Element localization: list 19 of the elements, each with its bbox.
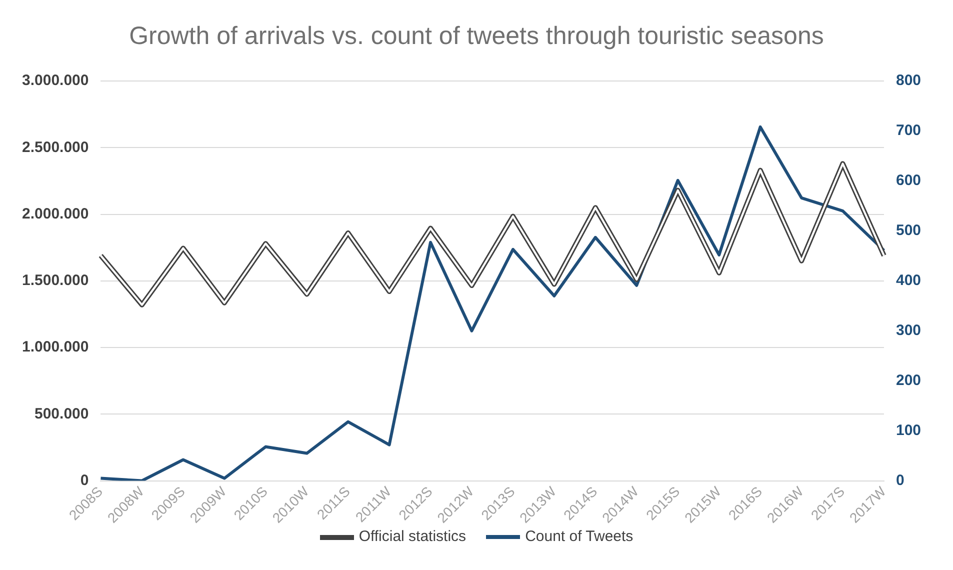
y2-tick-label: 200 [896, 372, 922, 389]
legend-label: Official statistics [358, 528, 466, 545]
y-tick-label: 1.000.000 [22, 338, 89, 356]
y-tick-label: 2.500.000 [22, 138, 89, 156]
y2-tick-label: 400 [896, 272, 922, 290]
y2-tick-label: 300 [896, 322, 922, 339]
y2-tick-label: 800 [896, 72, 922, 90]
y-tick-label: 3.000.000 [22, 72, 89, 90]
y2-tick-label: 500 [896, 222, 922, 240]
y2-tick-label: 100 [896, 422, 922, 439]
y-tick-label: 500.000 [34, 405, 89, 422]
y2-tick-label: 0 [896, 472, 904, 489]
legend-label: Count of Tweets [525, 528, 634, 545]
y-tick-label: 1.500.000 [22, 272, 89, 290]
y2-tick-label: 700 [896, 122, 922, 140]
y-tick-label: 0 [80, 472, 89, 489]
chart-title: Growth of arrivals vs. count of tweets through touristic seasons [128, 22, 825, 51]
y2-tick-label: 600 [896, 172, 922, 190]
y-tick-label: 2.000.000 [22, 205, 89, 222]
